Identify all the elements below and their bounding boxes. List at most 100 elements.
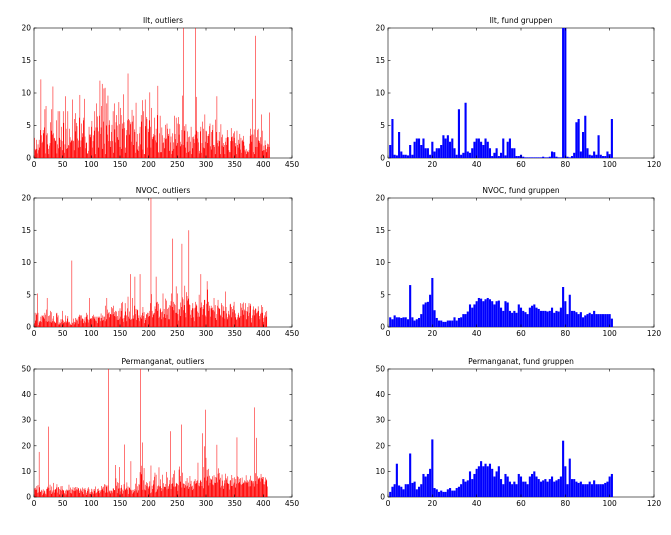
bar: [175, 486, 176, 497]
bar: [120, 107, 121, 158]
bar: [192, 490, 194, 497]
bar: [213, 145, 214, 158]
x-tick-label: 0: [386, 329, 391, 338]
bar: [261, 479, 263, 497]
bar: [178, 320, 179, 327]
bar: [68, 145, 70, 158]
bar: [158, 152, 160, 158]
bar: [193, 488, 194, 497]
bar: [91, 319, 93, 327]
bar: [91, 491, 93, 497]
bar: [106, 297, 108, 327]
bar: [204, 477, 206, 497]
bar: [75, 113, 76, 158]
bar: [226, 319, 228, 327]
bar: [413, 481, 416, 497]
bar: [63, 490, 65, 497]
y-tick-label: 5: [380, 290, 385, 299]
bar: [557, 311, 560, 327]
bar: [57, 492, 58, 497]
bar: [188, 152, 190, 158]
bar: [224, 310, 225, 328]
bar: [56, 120, 57, 158]
bar: [123, 321, 124, 327]
bar: [142, 489, 144, 497]
bar: [268, 146, 270, 158]
bar: [66, 318, 68, 327]
bar: [163, 486, 165, 497]
bar: [595, 314, 598, 327]
bar: [258, 310, 260, 328]
bar: [46, 309, 47, 327]
bar: [232, 141, 234, 158]
bar: [151, 107, 152, 158]
bar: [86, 312, 88, 327]
bar: [606, 481, 609, 497]
bar: [141, 465, 143, 497]
bar: [214, 146, 215, 158]
bar: [471, 479, 474, 497]
bar: [451, 320, 454, 327]
bar: [437, 148, 441, 158]
bar: [491, 301, 494, 327]
bar: [108, 491, 110, 497]
bar: [48, 487, 50, 497]
bar: [433, 310, 436, 327]
bar: [122, 301, 123, 327]
bar: [173, 301, 174, 327]
bar: [150, 493, 151, 497]
bar: [134, 305, 135, 327]
bar: [116, 115, 117, 158]
bar: [220, 154, 221, 158]
bar: [528, 157, 531, 158]
bar: [586, 148, 589, 158]
bar: [502, 310, 505, 328]
bar: [70, 142, 71, 158]
bar: [586, 484, 589, 497]
bar: [112, 488, 114, 497]
bar: [508, 481, 511, 497]
bar: [144, 317, 146, 327]
x-tick-label: 60: [516, 499, 526, 508]
bar: [181, 243, 183, 327]
bar: [174, 133, 176, 158]
bar: [129, 311, 131, 327]
bar: [119, 124, 120, 158]
bar: [247, 307, 249, 327]
bar: [243, 141, 245, 158]
bar: [97, 488, 99, 497]
bar: [126, 130, 128, 158]
bar: [163, 137, 165, 158]
bar: [500, 152, 503, 158]
bar: [584, 115, 587, 158]
bar: [134, 489, 136, 497]
bar: [493, 304, 496, 327]
bar: [233, 305, 234, 327]
bar: [480, 141, 483, 158]
bar: [242, 483, 244, 497]
bar: [544, 310, 547, 328]
x-tick-label: 100: [84, 329, 99, 338]
bar: [142, 100, 143, 158]
y-tick-label: 50: [375, 365, 385, 374]
bar: [79, 94, 81, 158]
bar: [257, 311, 258, 327]
bar: [429, 154, 432, 158]
bar: [235, 143, 237, 158]
bar: [190, 317, 192, 327]
bar: [475, 468, 478, 497]
bar-series: [389, 28, 613, 158]
bar: [260, 473, 262, 497]
bar: [260, 481, 261, 497]
bar: [169, 484, 170, 497]
bar: [400, 151, 403, 158]
bar: [249, 305, 251, 327]
bar: [222, 317, 223, 327]
bar: [71, 489, 73, 497]
bar: [484, 463, 487, 497]
bar: [205, 130, 207, 158]
bar: [119, 467, 120, 497]
bar: [169, 319, 170, 327]
bar: [173, 486, 175, 497]
bar: [150, 303, 151, 327]
